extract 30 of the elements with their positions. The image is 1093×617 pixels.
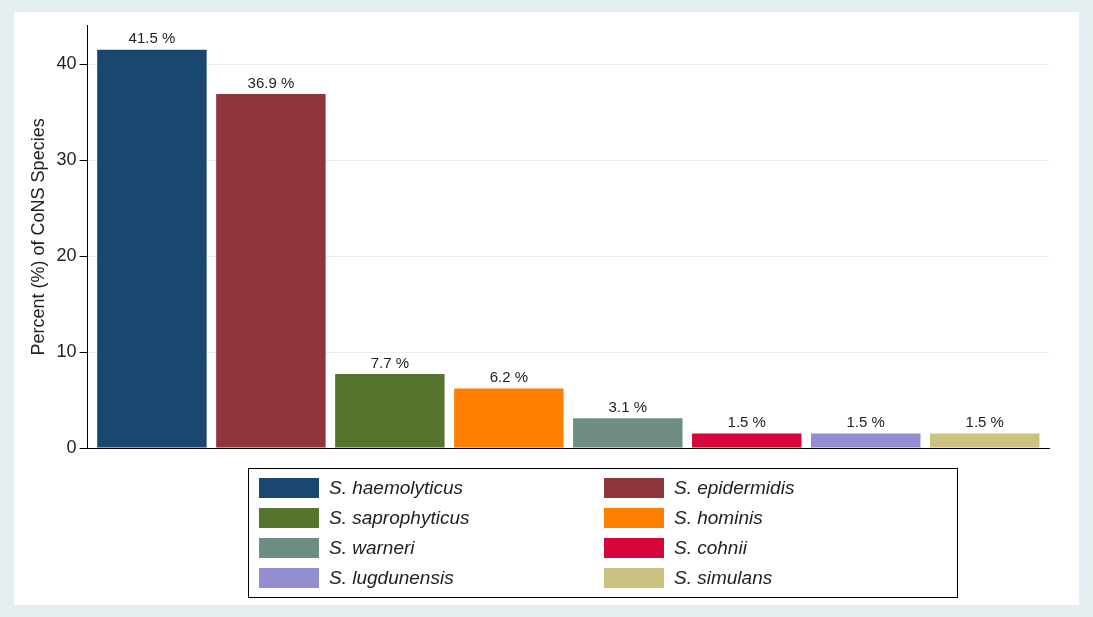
legend-label: S. simulans: [674, 567, 773, 589]
bar: [573, 418, 683, 448]
data-label: 6.2 %: [489, 368, 529, 386]
legend-label: S. epidermidis: [674, 477, 795, 499]
y-tick-label: 10: [56, 341, 77, 362]
data-label: 36.9 %: [247, 73, 295, 91]
bar: [692, 433, 802, 448]
data-label: 1.5 %: [727, 413, 766, 431]
legend-label: S. cohnii: [674, 537, 747, 559]
bar: [454, 388, 564, 448]
data-label: 3.1 %: [608, 397, 647, 415]
data-label: 1.5 %: [965, 413, 1004, 431]
data-label: 7.7 %: [370, 353, 410, 371]
legend-label: S. hominis: [674, 507, 763, 529]
bar: [216, 93, 326, 448]
bar: [97, 49, 207, 448]
legend-label: S. lugdunensis: [329, 567, 454, 589]
legend-label: S. haemolyticus: [329, 477, 464, 499]
legend-label: S. warneri: [329, 537, 415, 559]
y-tick-label: 20: [56, 245, 77, 266]
y-tick-label: 40: [56, 53, 77, 74]
legend-label: S. saprophyticus: [329, 507, 470, 529]
bar: [335, 374, 445, 448]
bar: [811, 433, 921, 448]
y-tick-label: 30: [56, 149, 77, 170]
data-label: 41.5 %: [128, 29, 176, 47]
y-axis-title: Percent (%) of CoNS Species: [27, 118, 48, 356]
bar: [929, 433, 1040, 448]
data-label: 1.5 %: [846, 413, 885, 431]
y-tick-label: 0: [66, 436, 77, 457]
